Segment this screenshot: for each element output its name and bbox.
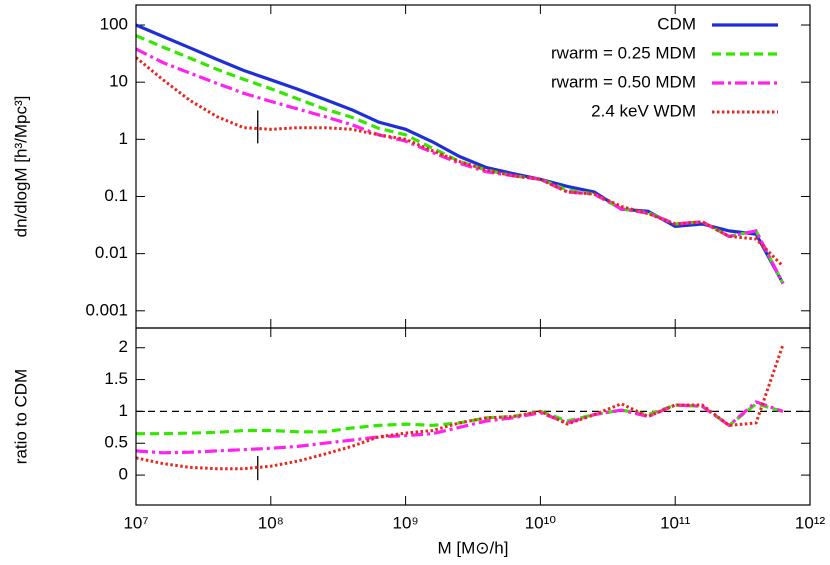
plot-frame: [135, 327, 811, 506]
y-axis-label: ratio to CDM: [11, 369, 30, 464]
series-line: [136, 400, 784, 455]
y-axis-label: dn/dlogM [h³/Mpc³]: [11, 96, 30, 238]
legend-label: rwarm = 0.25 MDM: [551, 43, 696, 62]
y-tick-label: 1.5: [104, 369, 128, 388]
x-tick-label: 10⁸: [258, 513, 284, 532]
x-tick-label: 10¹²: [795, 513, 826, 532]
y-tick-label: 10: [109, 72, 128, 91]
y-tick-label: 1: [119, 129, 128, 148]
series-line: [136, 402, 784, 436]
series-line: [136, 56, 785, 268]
y-tick-label: 0.5: [104, 433, 128, 452]
y-tick-label: 0.1: [104, 186, 128, 205]
legend-label: rwarm = 0.50 MDM: [551, 72, 696, 91]
x-axis-label: M [M⊙/h]: [438, 538, 509, 557]
x-tick-label: 10⁹: [392, 513, 418, 532]
x-tick-label: 10¹¹: [660, 513, 691, 532]
y-tick-label: 100: [100, 15, 128, 34]
x-tick-label: 10¹⁰: [525, 513, 557, 532]
legend-label: 2.4 keV WDM: [591, 101, 696, 120]
y-tick-label: 0: [119, 465, 128, 484]
x-tick-label: 10⁷: [123, 513, 148, 532]
legend-label: CDM: [657, 14, 696, 33]
y-tick-label: 0.01: [95, 243, 128, 262]
y-tick-label: 1: [119, 401, 128, 420]
y-tick-label: 2: [119, 337, 128, 356]
series-line: [136, 23, 785, 285]
series-line: [136, 344, 785, 471]
y-tick-label: 0.001: [85, 300, 128, 319]
